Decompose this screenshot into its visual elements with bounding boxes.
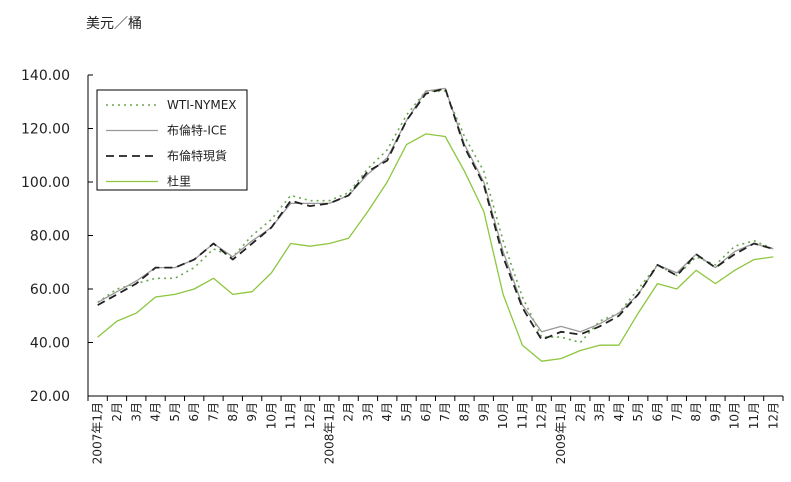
y-tick-label: 120.00	[21, 122, 70, 138]
legend-label-4: 杜里	[167, 174, 191, 189]
legend-label-2: 布倫特-ICE	[167, 123, 227, 138]
x-tick-label: 9月	[708, 402, 722, 422]
y-tick-label: 100.00	[21, 175, 70, 191]
x-tick-label: 10月	[728, 402, 742, 429]
y-tick-label: 20.00	[30, 389, 70, 405]
y-tick-label: 80.00	[30, 229, 70, 245]
series-line-4	[97, 133, 774, 362]
x-tick-label: 2月	[110, 402, 124, 422]
x-tick-label: 2008年1月	[322, 402, 336, 464]
x-tick-label: 7月	[206, 402, 220, 422]
x-tick-label: 8月	[457, 402, 471, 422]
series-lines	[97, 87, 774, 362]
x-tick-label: 2009年1月	[554, 402, 568, 464]
x-tick-labels: 2007年1月 2月 3月 4月 5月 6月 7月 8月 9月 10月 11月 12月 2008年1月 2…	[91, 402, 781, 464]
y-tick-label: 140.00	[21, 68, 70, 84]
x-tick-label: 10月	[496, 402, 510, 429]
x-tick-label: 5月	[631, 402, 645, 422]
x-tick-label: 11月	[284, 402, 298, 429]
x-tick-label: 12月	[766, 402, 780, 429]
y-tick-label: 60.00	[30, 282, 70, 298]
x-tick-label: 8月	[226, 402, 240, 422]
x-tick-label: 12月	[535, 402, 549, 429]
x-tick-label: 3月	[129, 402, 143, 422]
x-tick-label: 6月	[419, 402, 433, 422]
x-tick-label: 9月	[477, 402, 491, 422]
x-tick-label: 8月	[689, 402, 703, 422]
x-tick-label: 11月	[515, 402, 529, 429]
x-tick-label: 11月	[747, 402, 761, 429]
x-tick-label: 3月	[361, 402, 375, 422]
x-tick-label: 2007年1月	[91, 402, 105, 464]
x-tick-label: 4月	[149, 402, 163, 422]
x-tick-label: 2月	[573, 402, 587, 422]
axes	[87, 74, 784, 401]
x-tick-label: 5月	[400, 402, 414, 422]
y-axis-label: 美元／桶	[86, 16, 142, 32]
x-tick-label: 3月	[593, 402, 607, 422]
y-tick-labels: 20.00 40.00 60.00 80.00 100.00 120.00 140.00	[21, 68, 70, 405]
x-tick-label: 12月	[303, 402, 317, 429]
legend-label-1: WTI-NYMEX	[167, 98, 237, 112]
legend-label-3: 布倫特現貨	[167, 148, 227, 163]
x-tick-label: 7月	[670, 402, 684, 422]
x-tick-label: 2月	[342, 402, 356, 422]
x-tick-label: 5月	[168, 402, 182, 422]
series-line-3	[97, 87, 774, 341]
x-tick-label: 7月	[438, 402, 452, 422]
x-tick-label: 6月	[187, 402, 201, 422]
x-tick-label: 6月	[651, 402, 665, 422]
x-tick-label: 4月	[612, 402, 626, 422]
x-tick-label: 9月	[245, 402, 259, 422]
x-tick-label: 10月	[264, 402, 278, 429]
y-tick-label: 40.00	[30, 336, 70, 352]
legend-box	[96, 89, 248, 191]
x-tick-label: 4月	[380, 402, 394, 422]
